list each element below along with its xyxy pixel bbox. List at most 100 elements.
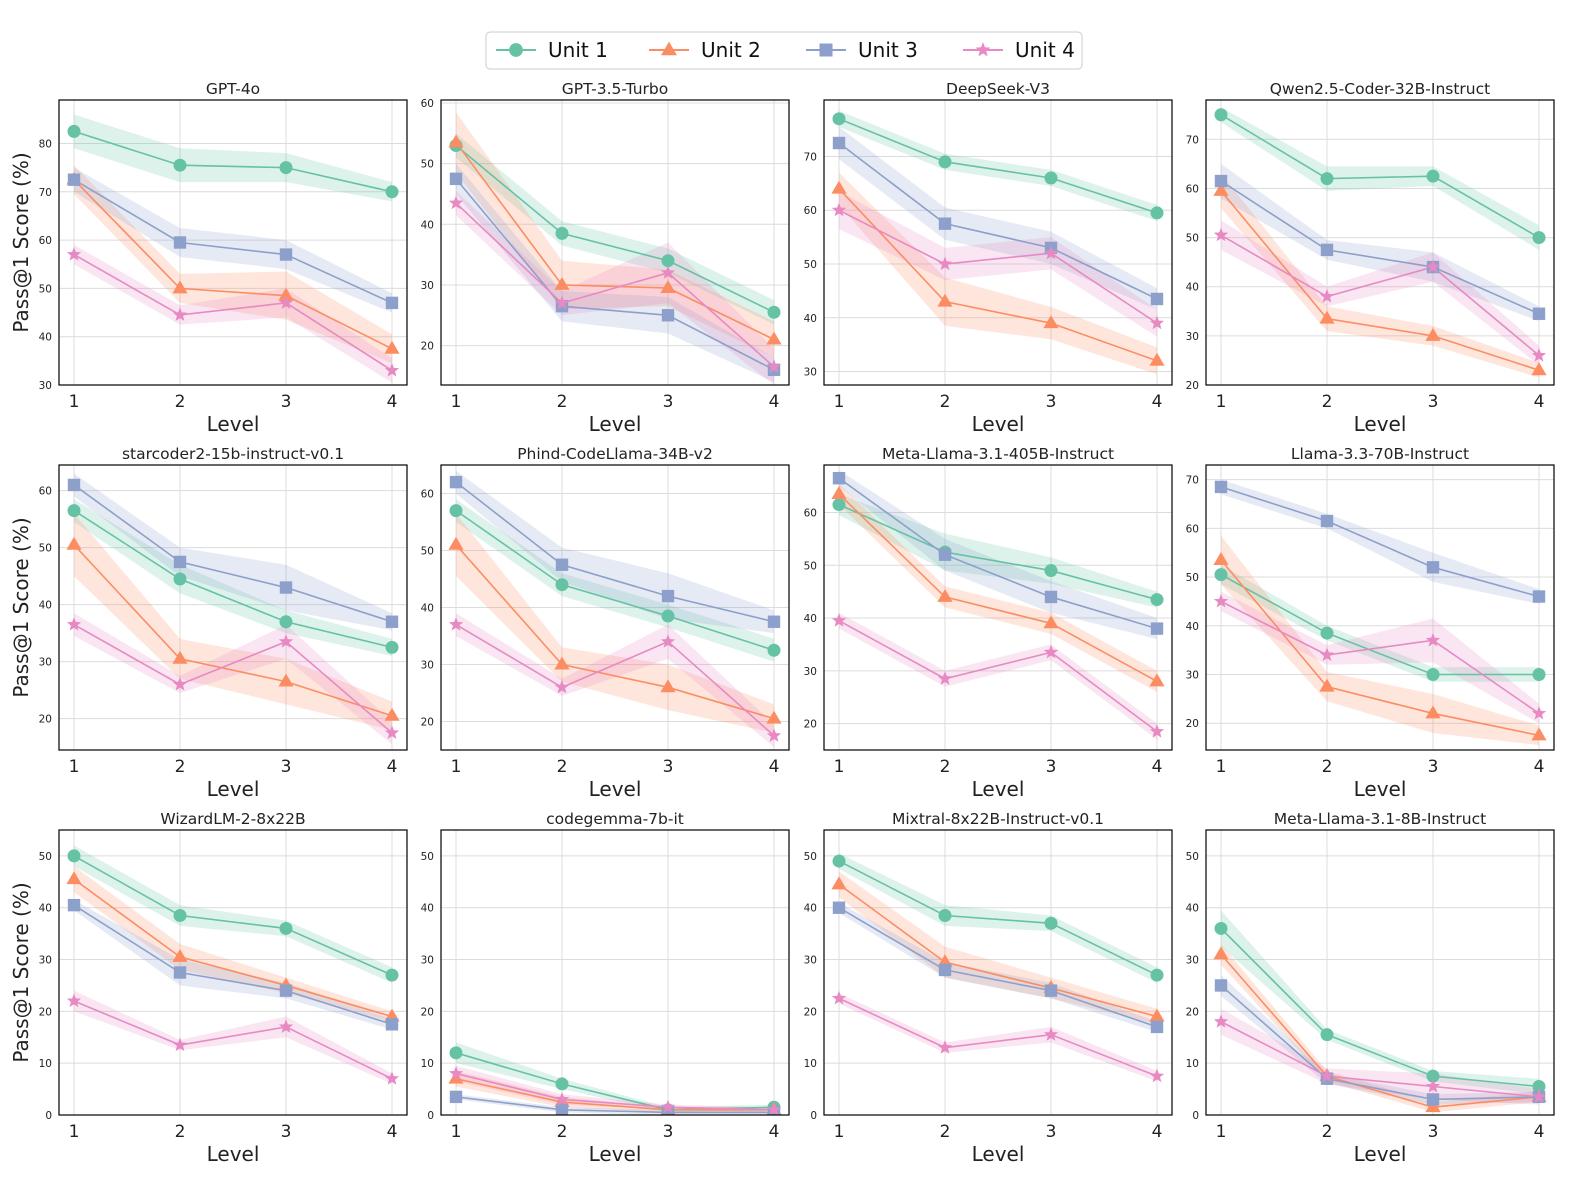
- data-point-circle: [67, 124, 81, 138]
- x-axis-label: Level: [1354, 1142, 1407, 1166]
- data-point-triangle: [66, 536, 82, 550]
- y-tick-label: 40: [804, 313, 817, 325]
- panel-title: Llama-3.3-70B-Instruct: [1291, 445, 1469, 463]
- confidence-band: [1221, 220, 1539, 366]
- data-point-triangle: [172, 948, 188, 962]
- confidence-band: [839, 191, 1157, 337]
- y-tick-label: 40: [39, 903, 52, 915]
- legend-entry: Unit 3: [806, 38, 918, 62]
- confidence-band: [839, 110, 1157, 221]
- x-tick-label: 4: [387, 1122, 398, 1142]
- confidence-band: [74, 990, 392, 1084]
- y-tick-label: 60: [1186, 523, 1199, 535]
- panel-title: Qwen2.5-Coder-32B-Instruct: [1270, 80, 1490, 98]
- confidence-band: [839, 871, 1157, 1025]
- data-point-triangle: [448, 1070, 464, 1084]
- data-point-square: [938, 963, 952, 977]
- x-tick-label: 3: [1428, 757, 1439, 777]
- series-line: [73, 179, 393, 304]
- data-point-triangle: [554, 276, 570, 290]
- series-line: [1220, 927, 1540, 1088]
- data-point-star: [278, 634, 294, 648]
- y-tick-label: 0: [810, 1110, 817, 1122]
- data-point-star: [448, 1066, 464, 1080]
- data-point-square: [449, 172, 463, 186]
- series-line: [838, 860, 1158, 976]
- confidence-band: [1221, 535, 1539, 746]
- data-point-triangle: [1149, 673, 1165, 687]
- y-tick-label: 20: [1186, 1006, 1199, 1018]
- series-line: [73, 484, 393, 623]
- confidence-band: [74, 899, 392, 1030]
- y-tick-label: 40: [421, 903, 434, 915]
- data-point-triangle: [278, 287, 294, 301]
- axes-frame: [58, 99, 408, 386]
- data-point-square: [279, 248, 293, 261]
- y-tick-label: 10: [1186, 1058, 1199, 1070]
- legend-frame: [485, 31, 1083, 70]
- y-tick-label: 30: [1186, 669, 1199, 681]
- data-point-circle: [1320, 1028, 1334, 1042]
- data-point-star: [1213, 1014, 1229, 1028]
- y-tick-label: 50: [39, 283, 52, 295]
- data-point-circle: [385, 968, 399, 982]
- series-line: [455, 1072, 775, 1111]
- data-point-circle: [1044, 564, 1058, 578]
- data-point-circle: [938, 909, 952, 922]
- data-point-star: [831, 202, 847, 217]
- data-point-star: [1319, 1068, 1335, 1083]
- y-tick-label: 0: [1192, 1110, 1199, 1122]
- x-tick-label: 1: [834, 1122, 845, 1142]
- x-tick-label: 2: [557, 757, 568, 777]
- panel-title: GPT-3.5-Turbo: [562, 80, 668, 98]
- panel-title: WizardLM-2-8x22B: [160, 810, 305, 828]
- confidence-band: [74, 866, 392, 1022]
- chart-panel: DeepSeek-V3 30 40 50 60 70 1 2 3 4 Level: [804, 80, 1173, 436]
- series-line: [73, 623, 393, 734]
- y-tick-label: 20: [1186, 380, 1199, 392]
- series-line: [455, 1096, 774, 1114]
- data-point-star: [66, 247, 82, 261]
- confidence-band: [839, 494, 1157, 608]
- plot-area: [66, 473, 400, 745]
- data-point-star: [1149, 315, 1165, 330]
- data-point-star: [172, 676, 188, 691]
- data-point-triangle: [448, 134, 464, 148]
- data-point-square: [1150, 1020, 1164, 1034]
- x-tick-label: 2: [940, 1122, 951, 1142]
- data-point-star: [448, 617, 464, 631]
- confidence-band: [839, 612, 1157, 740]
- data-point-triangle: [448, 536, 464, 550]
- x-tick-label: 2: [1322, 392, 1333, 412]
- x-tick-label: 1: [1216, 757, 1227, 777]
- x-tick-label: 4: [387, 392, 398, 412]
- data-point-triangle: [384, 707, 400, 721]
- data-point-circle: [1532, 667, 1546, 681]
- data-point-square: [385, 615, 399, 628]
- data-point-star: [831, 990, 847, 1005]
- data-point-square: [661, 309, 675, 322]
- data-point-circle: [1044, 916, 1058, 930]
- series-line: [838, 209, 1158, 324]
- data-point-star: [172, 1037, 188, 1052]
- y-tick-label: 50: [804, 560, 817, 572]
- chart-panel: starcoder2-15b-instruct-v0.1 20 30 40 50 60 1 2…: [9, 445, 408, 801]
- data-point-star: [1425, 1079, 1441, 1093]
- y-tick-label: 30: [1186, 331, 1199, 343]
- series-line: [1220, 984, 1540, 1101]
- data-point-square: [938, 548, 952, 561]
- confidence-band: [839, 483, 1157, 692]
- data-point-square: [1532, 590, 1546, 603]
- confidence-band: [456, 1042, 774, 1113]
- x-tick-label: 4: [1534, 392, 1545, 412]
- x-tick-label: 3: [663, 1122, 674, 1142]
- panel-title: Phind-CodeLlama-34B-v2: [517, 445, 713, 463]
- plot-area: [831, 110, 1165, 375]
- series-line: [838, 477, 1158, 630]
- y-tick-label: 40: [421, 603, 434, 615]
- x-tick-label: 4: [1152, 392, 1163, 412]
- y-tick-label: 50: [421, 159, 434, 171]
- data-point-square: [1214, 979, 1228, 992]
- series-line: [1220, 486, 1540, 598]
